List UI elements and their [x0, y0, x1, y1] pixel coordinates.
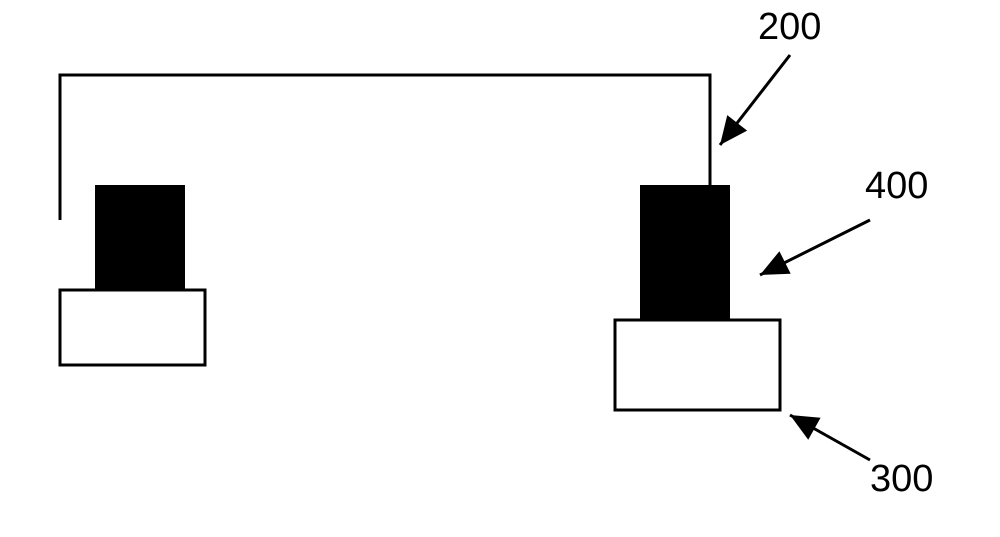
label-300: 300 [870, 458, 933, 501]
shape-right-base [615, 320, 780, 410]
arrow-300 [790, 415, 870, 460]
arrow-200 [720, 55, 790, 145]
arrowhead-300 [790, 415, 821, 440]
arrowhead-200 [720, 115, 747, 145]
shape-right-black [640, 185, 730, 320]
shape-left-black [95, 185, 185, 290]
shape-left-base [60, 290, 205, 365]
diagram-svg [0, 0, 1000, 532]
label-200: 200 [758, 6, 821, 49]
label-400: 400 [865, 165, 928, 208]
arrow-400 [760, 220, 870, 275]
diagram-canvas: 200 400 300 [0, 0, 1000, 532]
